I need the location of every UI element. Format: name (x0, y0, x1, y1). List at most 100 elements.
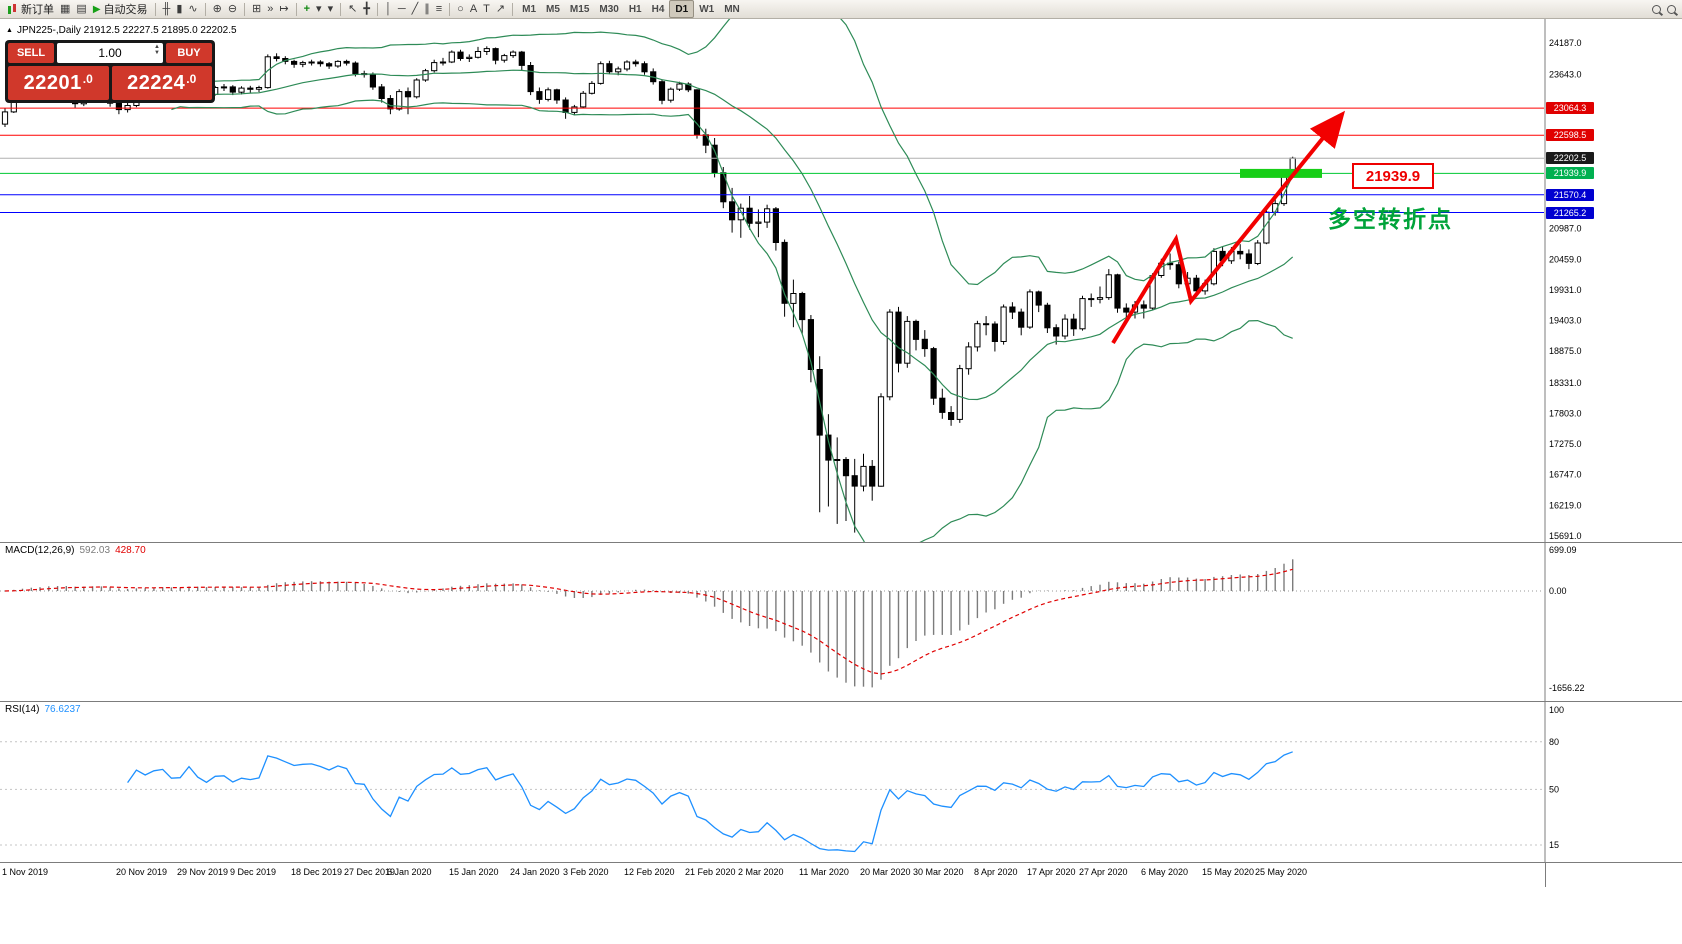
zoom-out-button[interactable]: ⊖ (225, 1, 240, 17)
candlestick-chart-button[interactable]: ▮ (173, 1, 185, 17)
vertical-line-icon: │ (384, 3, 392, 15)
spin-down-icon[interactable]: ▼ (154, 50, 160, 56)
magnifier-1-button[interactable] (1649, 1, 1664, 17)
tile-windows-button[interactable]: ⊞ (249, 1, 264, 17)
horizontal-line-icon: ─ (397, 3, 406, 15)
price-badge: 23064.3 (1546, 102, 1594, 114)
price-badge: 22202.5 (1546, 152, 1594, 164)
fibonacci-button[interactable]: ≡ (433, 1, 445, 17)
periods-dropdown-button[interactable]: ▾ (313, 1, 325, 17)
candlestick-chart[interactable]: 24187.0 23643.0 20987.0 20459.0 19931.0 19403… (0, 19, 1682, 542)
sell-button[interactable]: SELL (8, 43, 54, 63)
tile-windows-icon: ⊞ (252, 3, 262, 15)
timeframe-h4-button[interactable]: H4 (651, 3, 665, 15)
price-annotation[interactable]: 21939.9 (1352, 163, 1434, 189)
spin-up-icon[interactable]: ▲ (154, 44, 160, 50)
date-label: 6 Jan 2020 (387, 867, 432, 877)
macd-panel: MACD(12,26,9) 592.03 428.70 699.09 0.00 -1… (0, 542, 1682, 701)
bar-chart-icon: ╫ (162, 3, 171, 15)
print-icon: ▤ (76, 3, 87, 15)
date-label: 1 Nov 2019 (2, 867, 49, 877)
candles-icon (6, 3, 18, 15)
svg-text:699.09: 699.09 (1549, 545, 1577, 555)
price-badge: 21265.2 (1546, 207, 1594, 219)
sell-price[interactable]: 22201 .0 (8, 66, 109, 100)
svg-text:17803.0: 17803.0 (1549, 408, 1582, 418)
line-chart-button[interactable]: ∿ (185, 1, 200, 17)
toolbar-separator (340, 2, 342, 16)
date-label: 20 Nov 2019 (116, 867, 168, 877)
shapes-button[interactable]: ○ (454, 1, 467, 17)
timeframe-h1-button[interactable]: H1 (628, 3, 642, 15)
timeframe-m5-button[interactable]: M5 (546, 3, 560, 15)
timeframe-m1-button[interactable]: M1 (522, 3, 537, 15)
date-label: 29 Nov 2019 (177, 867, 229, 877)
macd-main-value: 592.03 (79, 545, 111, 556)
vertical-line-button[interactable]: │ (382, 1, 395, 17)
auto-scroll-button[interactable]: » (264, 1, 276, 17)
date-label: 30 Mar 2020 (913, 867, 964, 877)
arrows-button[interactable]: ↗ (493, 1, 508, 17)
sell-price-big: 22201 (23, 71, 82, 94)
timeframe-m15-button[interactable]: M15 (569, 3, 590, 15)
svg-text:100: 100 (1549, 705, 1564, 715)
new-order-button[interactable]: 新订单 (3, 1, 57, 17)
svg-text:20459.0: 20459.0 (1549, 254, 1582, 264)
price-badge: 21939.9 (1546, 167, 1594, 179)
svg-text:16747.0: 16747.0 (1549, 470, 1582, 480)
symbol-marker-icon: ▲ (6, 27, 13, 34)
macd-chart[interactable]: 699.09 0.00 -1656.22 (0, 543, 1682, 701)
horizontal-line-button[interactable]: ─ (395, 1, 409, 17)
date-label: 9 Dec 2019 (230, 867, 277, 877)
price-badge: 21570.4 (1546, 189, 1594, 201)
periods-dropdown-icon: ▾ (316, 3, 322, 15)
timeframe-mn-button[interactable]: MN (724, 3, 740, 15)
cursor-button[interactable]: ↖ (345, 1, 360, 17)
toolbar: 新订单 ▦ ▤ ▶ 自动交易 ╫ ▮ ∿ ⊕ ⊖ ⊞» ↦ + ▾ ▾ ↖ ╋ │ ─ ╱ ∥ ≡ ○ A T ↗ M1 M5 M15 M… (0, 0, 1682, 19)
magnifier-1-icon (1652, 4, 1661, 14)
channel-icon: ∥ (424, 3, 430, 15)
toolbar-separator (376, 2, 378, 16)
chart-shift-icon: ↦ (279, 3, 289, 15)
volume-input[interactable]: 1.00 ▲ ▼ (57, 43, 163, 63)
buy-price-small: .0 (186, 71, 197, 86)
chart-header: ▲ JPN225-,Daily 21912.5 22227.5 21895.0 … (6, 25, 237, 36)
channel-button[interactable]: ∥ (421, 1, 433, 17)
volume-spinner[interactable]: ▲ ▼ (154, 44, 160, 56)
note-annotation[interactable]: 多空转折点 (1328, 206, 1453, 232)
text-label-icon: T (483, 3, 490, 15)
time-axis[interactable]: 1 Nov 2019 20 Nov 2019 29 Nov 2019 9 Dec 20… (0, 862, 1682, 887)
trendline-button[interactable]: ╱ (409, 1, 422, 17)
svg-text:24187.0: 24187.0 (1549, 38, 1582, 48)
text-button[interactable]: A (467, 1, 480, 17)
chart-window-button[interactable]: ▦ (57, 1, 73, 17)
templates-dropdown-button[interactable]: ▾ (325, 1, 337, 17)
buy-button[interactable]: BUY (166, 43, 212, 63)
text-label-button[interactable]: T (480, 1, 493, 17)
autotrading-button[interactable]: ▶ 自动交易 (90, 1, 151, 17)
cursor-icon: ↖ (348, 3, 358, 15)
templates-dropdown-icon: ▾ (327, 3, 334, 15)
date-label: 3 Feb 2020 (563, 867, 609, 877)
svg-text:19403.0: 19403.0 (1549, 316, 1582, 326)
timeframe-m30-button[interactable]: M30 (599, 3, 619, 15)
price-badge: 22598.5 (1546, 129, 1594, 141)
print-button[interactable]: ▤ (73, 1, 89, 17)
toolbar-separator (154, 2, 156, 16)
bar-chart-button[interactable]: ╫ (160, 1, 174, 17)
buy-price[interactable]: 22224 .0 (111, 66, 212, 100)
date-label: 21 Feb 2020 (685, 867, 736, 877)
date-label: 25 May 2020 (1255, 867, 1308, 877)
svg-text:-1656.22: -1656.22 (1549, 683, 1585, 693)
date-label: 24 Jan 2020 (510, 867, 560, 877)
rsi-chart[interactable]: 100 80 50 15 (0, 702, 1682, 862)
zoom-in-button[interactable]: ⊕ (210, 1, 225, 17)
date-label: 20 Mar 2020 (860, 867, 911, 877)
indicators-button[interactable]: + (301, 1, 313, 17)
timeframe-w1-button[interactable]: W1 (699, 3, 715, 15)
date-label: 2 Mar 2020 (738, 867, 784, 877)
timeframe-d1-button[interactable]: D1 (669, 0, 695, 18)
magnifier-2-button[interactable] (1664, 1, 1679, 17)
crosshair-button[interactable]: ╋ (360, 1, 373, 17)
chart-shift-button[interactable]: ↦ (276, 1, 291, 17)
